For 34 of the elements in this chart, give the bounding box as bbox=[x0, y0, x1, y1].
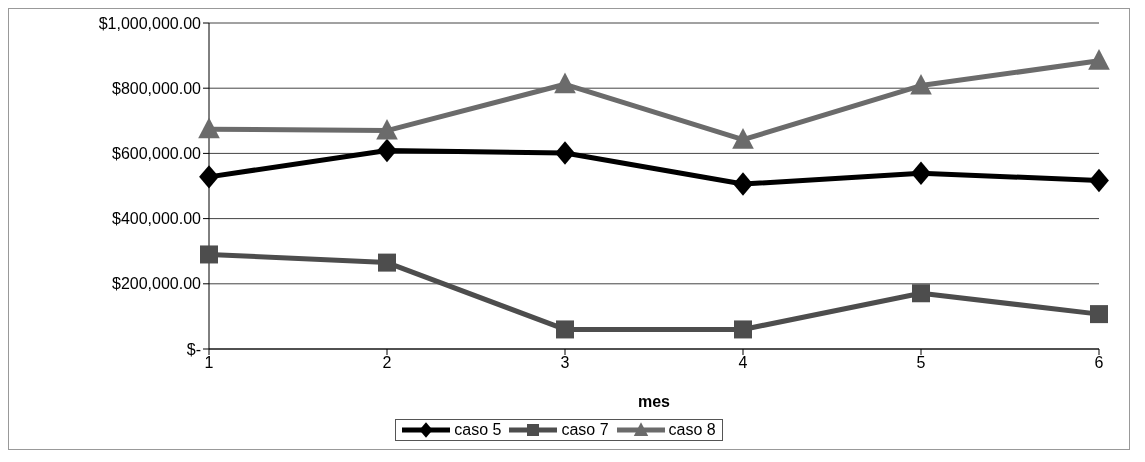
point bbox=[732, 128, 754, 149]
point bbox=[1090, 305, 1108, 324]
x-tick-label: 1 bbox=[204, 354, 214, 372]
point bbox=[734, 320, 752, 339]
point bbox=[1089, 168, 1109, 193]
y-tick-label: $1,000,000.00 bbox=[98, 14, 202, 32]
x-tick-label: 3 bbox=[560, 354, 570, 372]
y-tick-label: $400,000.00 bbox=[112, 210, 202, 228]
point bbox=[200, 245, 218, 264]
point bbox=[733, 172, 753, 196]
point bbox=[199, 165, 219, 189]
point bbox=[555, 141, 575, 165]
x-axis-title: mes bbox=[637, 393, 671, 410]
point bbox=[910, 73, 932, 95]
x-tick-label: 6 bbox=[1094, 354, 1104, 372]
point bbox=[376, 118, 398, 140]
y-tick-label: $600,000.00 bbox=[112, 145, 202, 163]
point bbox=[378, 253, 396, 272]
y-tick-label: $- bbox=[186, 340, 201, 358]
point bbox=[912, 284, 930, 303]
point bbox=[377, 138, 397, 163]
legend-label: caso 5 bbox=[454, 421, 502, 439]
x-tick-label: 4 bbox=[738, 354, 748, 372]
legend-label: caso 7 bbox=[561, 421, 609, 439]
y-tick-label: $800,000.00 bbox=[112, 79, 202, 97]
point bbox=[1088, 49, 1110, 70]
legend-label: caso 8 bbox=[668, 421, 716, 439]
point bbox=[911, 161, 931, 185]
x-tick-label: 2 bbox=[382, 354, 392, 372]
point bbox=[556, 320, 574, 339]
y-tick-label: $200,000.00 bbox=[112, 275, 202, 293]
point bbox=[554, 72, 576, 94]
x-tick-label: 5 bbox=[916, 354, 926, 372]
point bbox=[198, 117, 220, 139]
